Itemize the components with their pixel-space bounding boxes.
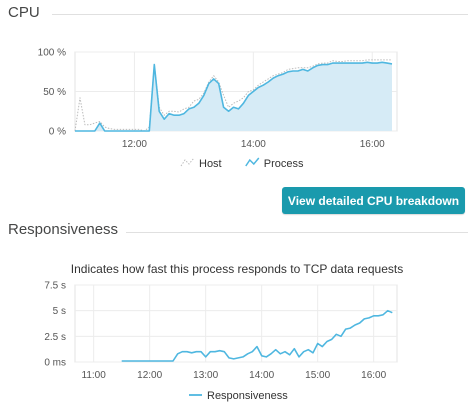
process-legend-label: Process: [264, 158, 304, 170]
cpu-chart: 0 % 50 % 100 % 12:00 14:00 16:00 Host Process: [38, 48, 398, 170]
y-tick-label: 0 ms: [44, 358, 66, 369]
y-tick-label: 7.5 s: [44, 281, 66, 292]
responsiveness-chart-title: Indicates how fast this process responds…: [70, 262, 404, 276]
x-tick-label: 15:00: [305, 370, 330, 381]
host-legend-item: Host: [180, 157, 222, 170]
plot-area: [74, 284, 398, 363]
process-series-area: [75, 62, 392, 131]
y-tick-label: 50 %: [43, 87, 66, 98]
host-legend-label: Host: [199, 158, 222, 170]
y-tick-label: 0 %: [49, 127, 66, 138]
x-tick-label: 12:00: [122, 139, 147, 150]
x-tick-label: 11:00: [82, 370, 107, 381]
process-legend-item: Process: [245, 157, 304, 170]
cpu-section-divider: [52, 14, 468, 15]
x-tick-label: 14:00: [241, 139, 266, 150]
x-tick-label: 12:00: [137, 370, 162, 381]
y-tick-label: 2.5 s: [44, 332, 66, 343]
responsiveness-legend-label: Responsiveness: [207, 390, 288, 402]
responsiveness-legend-item: Responsiveness: [189, 390, 288, 402]
cpu-section-title: CPU: [8, 4, 48, 21]
x-tick-label: 13:00: [193, 370, 218, 381]
view-cpu-breakdown-button[interactable]: View detailed CPU breakdown: [282, 187, 465, 214]
process-series-line: [75, 61, 393, 132]
host-legend-icon: [180, 157, 195, 167]
host-series-line: [74, 59, 392, 132]
x-tick-label: 14:00: [249, 370, 274, 381]
y-tick-label: 100 %: [38, 48, 66, 59]
x-tick-label: 16:00: [360, 139, 385, 150]
responsiveness-section-divider: [106, 232, 468, 233]
y-tick-label: 5 s: [53, 306, 66, 317]
responsiveness-section-title: Responsiveness: [8, 221, 127, 238]
x-tick-label: 16:00: [361, 370, 386, 381]
process-legend-icon: [245, 157, 260, 167]
responsiveness-series-line: [121, 309, 393, 362]
